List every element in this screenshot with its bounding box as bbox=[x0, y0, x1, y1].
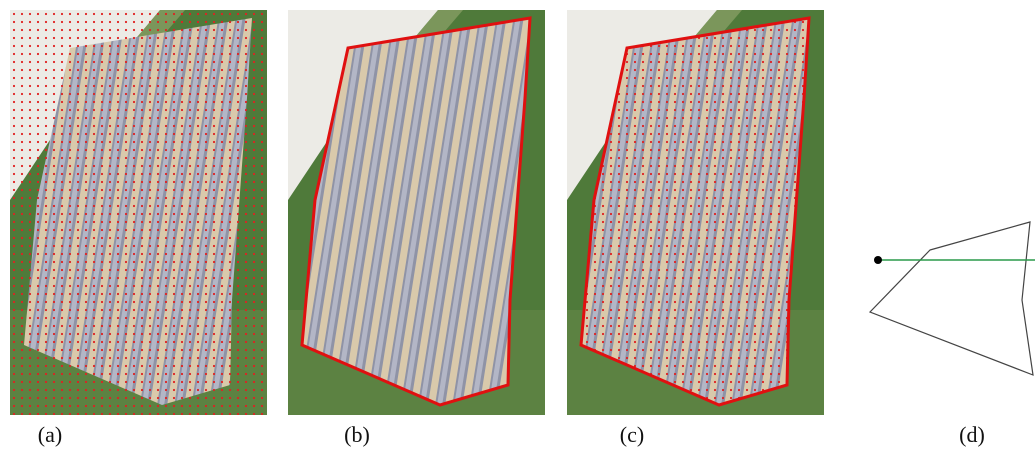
panel-label: (d) bbox=[959, 422, 985, 447]
panel-label: (b) bbox=[344, 422, 370, 447]
panel-label: (c) bbox=[620, 422, 644, 447]
panel-c-image bbox=[567, 10, 824, 415]
panel-a-image bbox=[10, 10, 267, 415]
figure: (a) (b) (c) (d) bbox=[0, 0, 1035, 454]
panel-b-image bbox=[288, 10, 545, 415]
panel-d-diagram bbox=[870, 222, 1035, 375]
panel-label: (a) bbox=[38, 422, 62, 447]
